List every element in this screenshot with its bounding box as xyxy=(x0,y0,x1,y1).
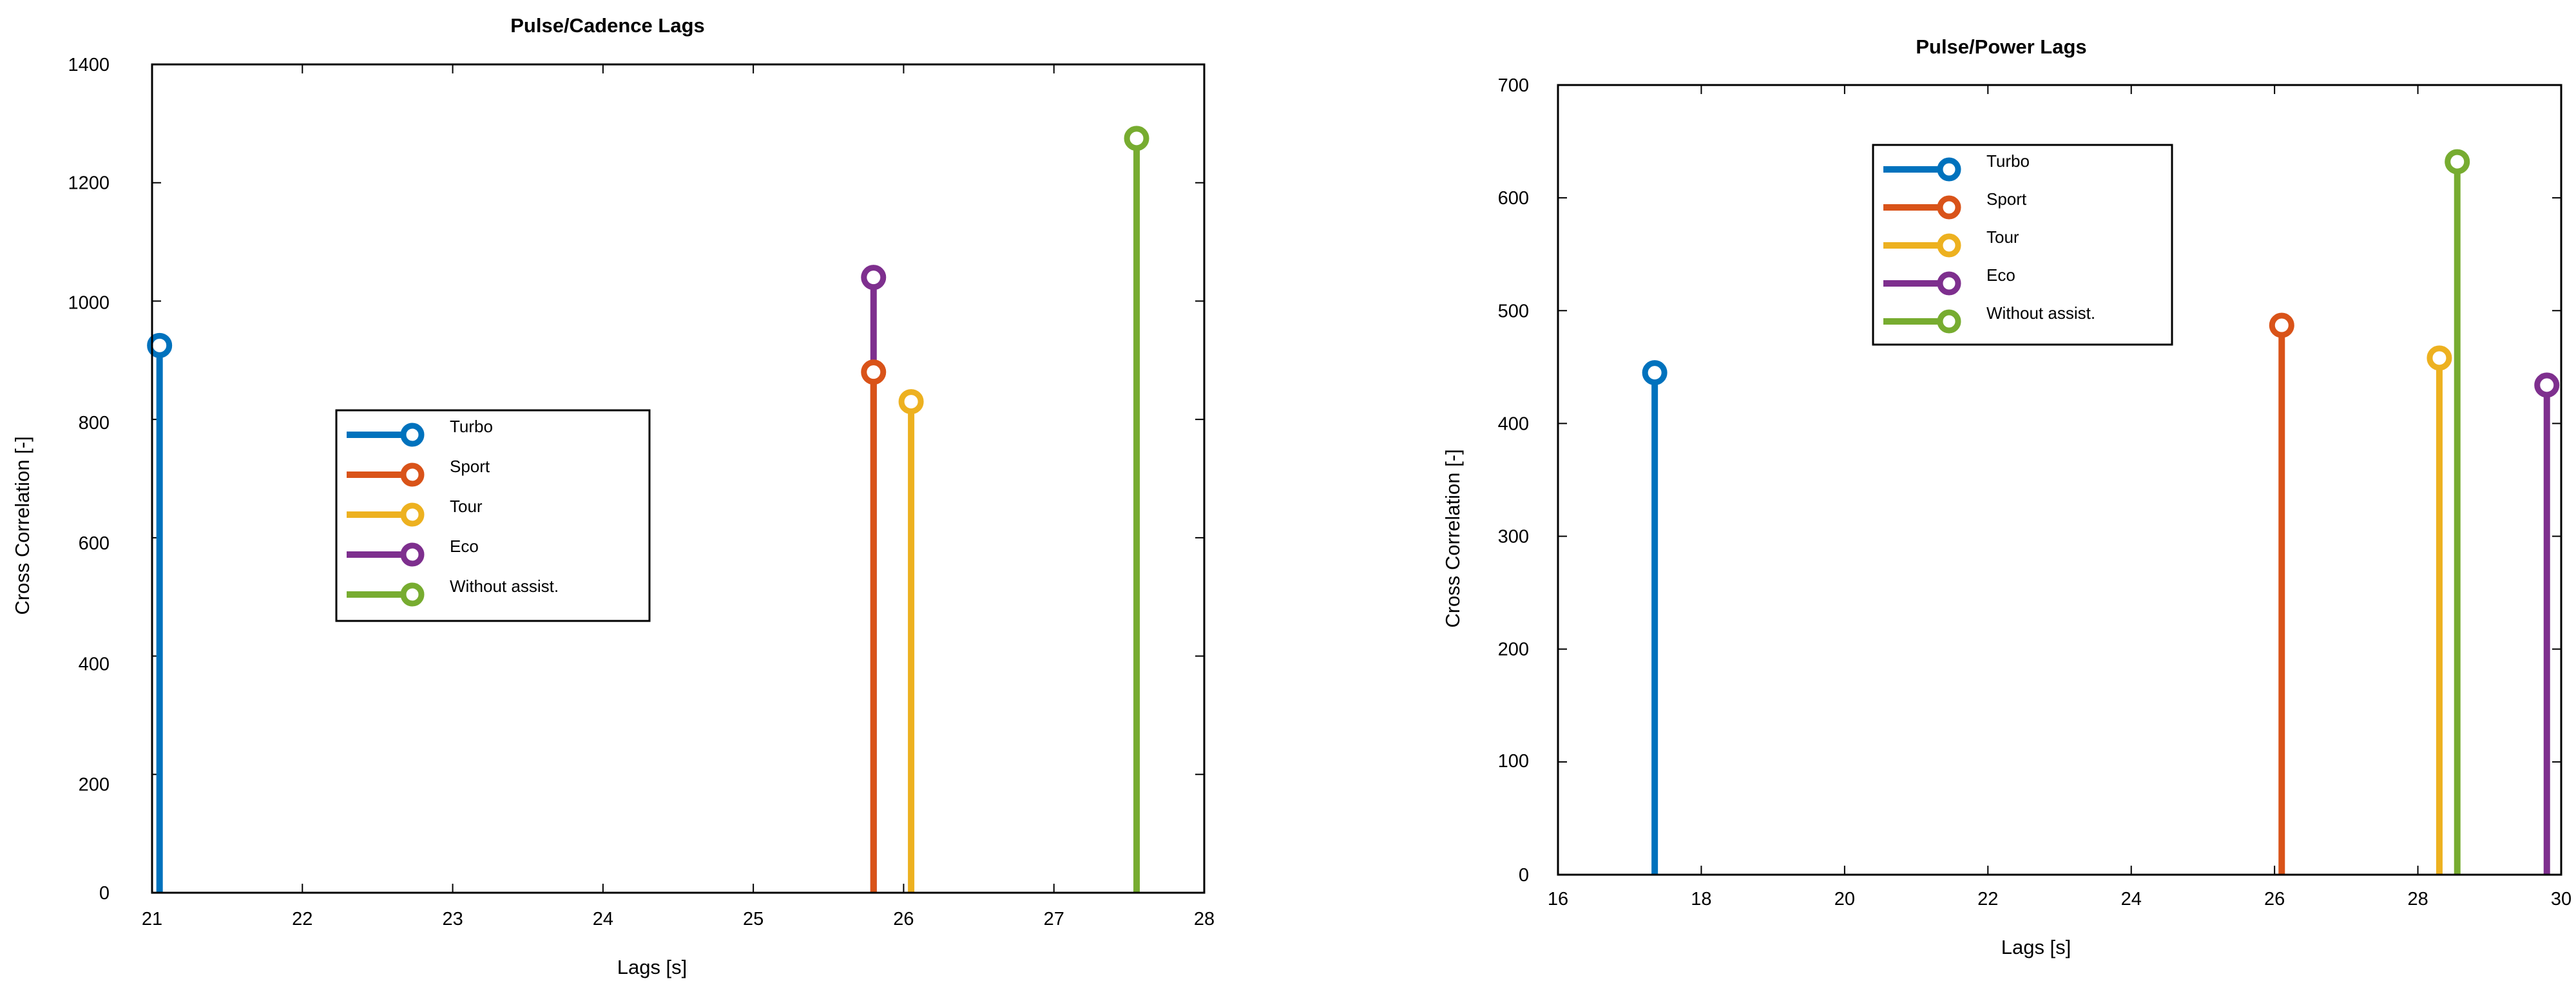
legend-marker xyxy=(1937,309,1961,334)
stem-marker xyxy=(2427,345,2452,371)
y-tick-label: 200 xyxy=(1498,640,1529,660)
y-tick-label: 1400 xyxy=(68,55,110,75)
legend-item: Tour xyxy=(347,497,483,527)
chart-title: Pulse/Cadence Lags xyxy=(510,14,705,37)
legend-marker xyxy=(400,582,425,607)
legend: Turbo Sport Tour Eco Without assist. xyxy=(1872,144,2173,346)
stem-turbo xyxy=(1642,360,1668,875)
x-tick-label: 24 xyxy=(2121,889,2142,909)
legend-item: Turbo xyxy=(1883,151,2030,182)
x-tick-label: 18 xyxy=(1691,889,1711,909)
x-tick-label: 23 xyxy=(442,909,463,929)
legend-label: Tour xyxy=(450,497,483,516)
stem-marker xyxy=(1642,360,1668,386)
legend-label: Without assist. xyxy=(450,576,559,596)
y-tick-label: 800 xyxy=(79,413,110,433)
legend-marker xyxy=(400,423,425,447)
legend-label: Turbo xyxy=(1986,151,2030,171)
legend-marker xyxy=(1937,157,1961,182)
x-tick-label: 26 xyxy=(893,909,914,929)
y-tick-label: 1000 xyxy=(68,292,110,313)
y-tick-label: 0 xyxy=(99,883,110,904)
legend-marker xyxy=(400,542,425,567)
axis-ticks: 0 200 400 600 800 1000 1200 1400 21 22 23 24 25 26 27 2… xyxy=(68,55,1215,929)
y-tick-label: 500 xyxy=(1498,301,1529,321)
legend-label: Without assist. xyxy=(1986,303,2095,323)
legend-marker xyxy=(400,462,425,487)
y-tick-label: 200 xyxy=(79,774,110,795)
legend-marker xyxy=(1937,271,1961,296)
stem-tour xyxy=(2427,345,2452,875)
cadence-lags-chart: Pulse/Cadence Lags Lags [s] Cross Correl… xyxy=(11,14,1215,978)
x-tick-label: 28 xyxy=(1194,909,1215,929)
legend-label: Sport xyxy=(450,457,490,476)
y-axis-label: Cross Correlation [-] xyxy=(11,436,34,614)
x-tick-label: 26 xyxy=(2264,889,2285,909)
chart-title: Pulse/Power Lags xyxy=(1916,35,2086,58)
x-tick-label: 25 xyxy=(743,909,764,929)
legend-marker xyxy=(400,502,425,527)
stem-marker xyxy=(147,332,173,358)
x-tick-label: 27 xyxy=(1044,909,1064,929)
stem-turbo xyxy=(147,332,173,893)
x-tick-label: 21 xyxy=(142,909,162,929)
y-axis-label: Cross Correlation [-] xyxy=(1441,449,1464,627)
y-tick-label: 1200 xyxy=(68,173,110,194)
stem-without-assist xyxy=(2445,149,2470,875)
legend-label: Tour xyxy=(1986,227,2019,247)
legend-item: Eco xyxy=(1883,265,2015,296)
x-tick-label: 22 xyxy=(1977,889,1998,909)
plot-area xyxy=(151,63,1206,894)
x-tick-label: 24 xyxy=(593,909,613,929)
legend-marker xyxy=(1937,233,1961,258)
legend-label: Turbo xyxy=(450,417,493,436)
y-tick-label: 600 xyxy=(79,533,110,554)
x-tick-label: 28 xyxy=(2407,889,2428,909)
legend-item: Without assist. xyxy=(1883,303,2095,334)
stem-sport xyxy=(2269,312,2294,875)
stem-tour xyxy=(898,389,924,893)
legend-item: Sport xyxy=(347,457,490,487)
y-tick-label: 700 xyxy=(1498,75,1529,96)
legend-item: Sport xyxy=(1883,189,2027,220)
stem-marker xyxy=(898,389,924,415)
stem-without-assist xyxy=(1124,126,1149,893)
y-tick-label: 400 xyxy=(1498,414,1529,434)
stem-marker xyxy=(2445,149,2470,175)
y-tick-label: 100 xyxy=(1498,751,1529,772)
legend-marker xyxy=(1937,195,1961,220)
y-tick-label: 400 xyxy=(79,654,110,675)
legend-item: Tour xyxy=(1883,227,2019,258)
legend-item: Turbo xyxy=(347,417,493,447)
legend-label: Eco xyxy=(1986,265,2015,285)
legend-item: Without assist. xyxy=(347,576,559,607)
axis-ticks: 0 100 200 300 400 500 600 700 16 18 20 22 24 26 28 30 xyxy=(1498,75,2572,909)
stem-marker xyxy=(2534,372,2560,398)
stem-sport xyxy=(861,359,887,893)
legend-label: Sport xyxy=(1986,189,2027,209)
plot-area xyxy=(1557,84,2562,876)
y-tick-label: 0 xyxy=(1519,865,1529,886)
stem-marker xyxy=(861,265,887,290)
legend: Turbo Sport Tour Eco Without assist. xyxy=(335,409,651,622)
stem-marker xyxy=(2269,312,2294,338)
x-tick-label: 16 xyxy=(1548,889,1568,909)
x-axis-label: Lags [s] xyxy=(2001,936,2071,958)
y-tick-label: 600 xyxy=(1498,188,1529,209)
x-axis-label: Lags [s] xyxy=(617,956,687,978)
stem-marker xyxy=(861,359,887,385)
stem-eco xyxy=(2534,372,2560,875)
x-tick-label: 30 xyxy=(2551,889,2571,909)
stem-marker xyxy=(1124,126,1149,151)
legend-label: Eco xyxy=(450,537,479,556)
x-tick-label: 22 xyxy=(292,909,312,929)
y-tick-label: 300 xyxy=(1498,527,1529,547)
stem-series xyxy=(147,126,1149,893)
stem-series xyxy=(1642,149,2560,875)
power-lags-chart: Pulse/Power Lags Lags [s] Cross Correlat… xyxy=(1441,35,2571,958)
x-tick-label: 20 xyxy=(1834,889,1855,909)
legend-item: Eco xyxy=(347,537,479,567)
